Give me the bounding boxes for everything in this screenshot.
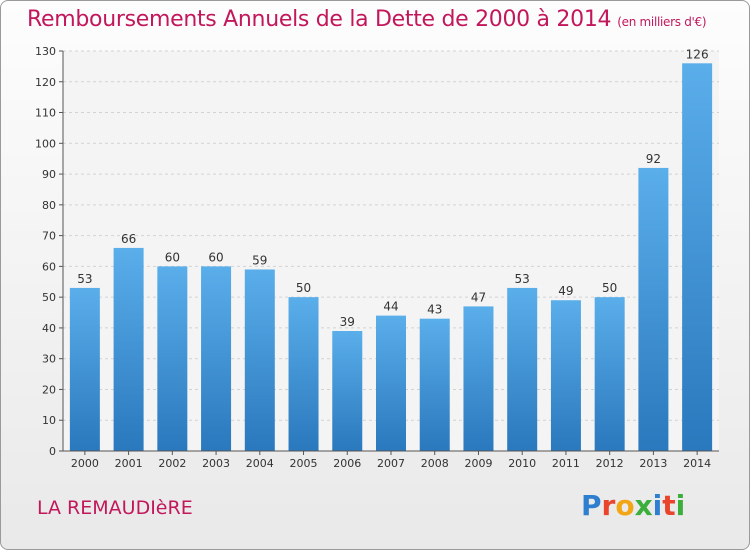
y-tick-label: 40 bbox=[42, 322, 56, 335]
logo-letter: P bbox=[581, 489, 602, 522]
bar-2005 bbox=[288, 297, 319, 451]
bar-2008 bbox=[419, 318, 450, 451]
chart-title-text: Remboursements Annuels de la Dette de 20… bbox=[27, 7, 612, 32]
data-label: 49 bbox=[558, 284, 573, 298]
x-tick-label: 2011 bbox=[552, 457, 580, 470]
y-tick-label: 80 bbox=[42, 199, 56, 212]
x-tick-label: 2006 bbox=[333, 457, 361, 470]
logo-letter: i bbox=[652, 489, 663, 522]
bar-2000 bbox=[69, 287, 100, 451]
y-tick-label: 70 bbox=[42, 230, 56, 243]
data-label: 47 bbox=[471, 290, 486, 304]
x-tick-label: 2001 bbox=[115, 457, 143, 470]
logo-letter: r bbox=[601, 489, 616, 522]
bar-2010 bbox=[507, 287, 538, 451]
x-tick-label: 2003 bbox=[202, 457, 230, 470]
data-label: 50 bbox=[602, 281, 617, 295]
bar-2012 bbox=[594, 297, 625, 451]
x-tick-label: 2002 bbox=[158, 457, 186, 470]
y-tick-label: 20 bbox=[42, 383, 56, 396]
y-tick-label: 30 bbox=[42, 353, 56, 366]
data-label: 66 bbox=[121, 232, 136, 246]
y-tick-label: 90 bbox=[42, 168, 56, 181]
x-tick-label: 2014 bbox=[683, 457, 711, 470]
data-label: 53 bbox=[515, 272, 530, 286]
bar-2009 bbox=[463, 306, 494, 451]
y-tick-label: 100 bbox=[35, 137, 56, 150]
x-tick-label: 2013 bbox=[639, 457, 667, 470]
logo-letter: i bbox=[675, 489, 686, 522]
y-tick-label: 120 bbox=[35, 76, 56, 89]
chart-subtitle: (en milliers d'€) bbox=[617, 15, 707, 29]
data-label: 92 bbox=[646, 152, 661, 166]
logo-letter: x bbox=[634, 489, 653, 522]
data-label: 39 bbox=[340, 315, 355, 329]
y-tick-label: 110 bbox=[35, 107, 56, 120]
x-tick-label: 2010 bbox=[508, 457, 536, 470]
x-tick-label: 2000 bbox=[71, 457, 99, 470]
data-label: 53 bbox=[77, 272, 92, 286]
place-name: LA REMAUDIèRE bbox=[37, 497, 193, 519]
y-tick-label: 60 bbox=[42, 260, 56, 273]
x-tick-label: 2009 bbox=[464, 457, 492, 470]
data-label: 44 bbox=[383, 300, 398, 314]
bar-2007 bbox=[376, 315, 406, 451]
x-tick-label: 2005 bbox=[290, 457, 318, 470]
logo-letter: o bbox=[615, 489, 635, 522]
bar-2013 bbox=[638, 167, 669, 451]
data-label: 43 bbox=[427, 303, 442, 317]
data-label: 60 bbox=[165, 250, 180, 264]
bar-2001 bbox=[113, 247, 144, 451]
x-tick-label: 2004 bbox=[246, 457, 274, 470]
data-label: 126 bbox=[686, 47, 709, 61]
proxiti-logo: Proxiti bbox=[581, 489, 685, 522]
logo-letter: t bbox=[662, 489, 676, 522]
y-tick-label: 130 bbox=[35, 45, 56, 58]
x-tick-label: 2007 bbox=[377, 457, 405, 470]
bar-2006 bbox=[332, 331, 363, 451]
x-tick-label: 2008 bbox=[421, 457, 449, 470]
bar-2011 bbox=[550, 300, 581, 451]
bar-2004 bbox=[244, 269, 275, 451]
x-tick-label: 2012 bbox=[596, 457, 624, 470]
chart-title: Remboursements Annuels de la Dette de 20… bbox=[27, 7, 707, 32]
bar-2003 bbox=[201, 266, 232, 451]
y-tick-label: 50 bbox=[42, 291, 56, 304]
y-tick-label: 0 bbox=[49, 445, 56, 458]
bar-2014 bbox=[682, 63, 713, 452]
data-label: 59 bbox=[252, 253, 267, 267]
data-label: 50 bbox=[296, 281, 311, 295]
data-label: 60 bbox=[208, 250, 223, 264]
bar-2002 bbox=[157, 266, 188, 451]
y-tick-label: 10 bbox=[42, 414, 56, 427]
